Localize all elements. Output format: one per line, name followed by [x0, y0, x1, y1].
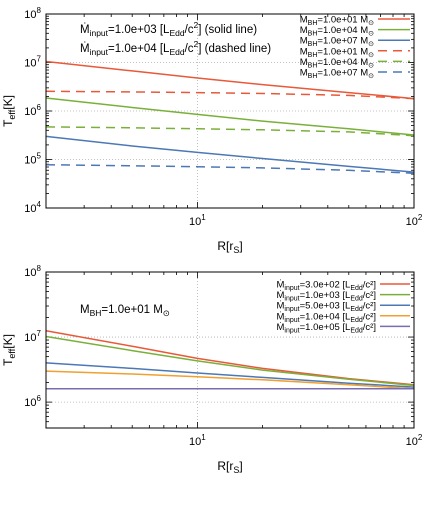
- legend-label: MBH=1.0e+07 M⊙: [300, 36, 374, 49]
- x-tick-label: 102: [406, 213, 423, 228]
- series-line-2: [45, 335, 415, 387]
- series-line-5: [45, 126, 415, 137]
- annotation-text: MBH=1.0e+01 M⊙: [80, 304, 170, 318]
- chart-panel-2: 106 107 108 101 102 R[rS] Teff[K] Ṁinput=3.0e+0…: [1, 264, 423, 475]
- y-tick-label: 104: [24, 200, 41, 215]
- x-axis-label: R[rS]: [217, 239, 242, 255]
- annotation-text: Ṁinput=1.0e+04 [LEdd/c2] (dashed line): [80, 39, 271, 57]
- x-tick-label: 101: [189, 433, 206, 448]
- y-tick-label: 108: [24, 264, 41, 279]
- chart-panel-1: 104 105 106 107 108 101 102 R[rS] Teff[K] MBH=1.0…: [1, 6, 423, 255]
- plot-frame: [45, 271, 415, 429]
- y-axis-label: Teff[K]: [1, 95, 17, 127]
- plot-frame: [45, 13, 415, 209]
- legend-label: Ṁinput=1.0e+04 [LEdd/c²]: [277, 311, 377, 324]
- y-axis-label: Teff[K]: [1, 334, 17, 366]
- y-tick-label: 107: [24, 329, 41, 344]
- y-tick-label: 106: [24, 394, 41, 409]
- annotation-text: Ṁinput=1.0e+03 [LEdd/c2] (solid line): [80, 20, 257, 38]
- x-axis-label: R[rS]: [217, 459, 242, 475]
- y-tick-label: 105: [24, 152, 41, 167]
- series-line-3: [45, 135, 415, 173]
- y-tick-label: 108: [24, 6, 41, 21]
- legend-label: Ṁinput=3.0e+02 [LEdd/c²]: [277, 280, 377, 293]
- series-line-3: [45, 362, 415, 388]
- x-tick-label: 102: [406, 433, 423, 448]
- legend-label: Ṁinput=1.0e+05 [LEdd/c²]: [277, 322, 377, 335]
- legend-label: MBH=1.0e+07 M⊙: [300, 68, 374, 81]
- y-tick-label: 106: [24, 103, 41, 118]
- legend-label: Ṁinput=5.0e+03 [LEdd/c²]: [277, 301, 377, 314]
- series-line-4: [45, 370, 415, 390]
- series-line-1: [45, 330, 415, 386]
- series-line-4: [45, 90, 415, 100]
- legend-label: MBH=1.0e+01 M⊙: [300, 46, 374, 59]
- y-tick-label: 107: [24, 55, 41, 70]
- legend-label: MBH=1.0e+04 M⊙: [300, 57, 374, 70]
- x-tick-label: 101: [189, 213, 206, 228]
- legend-label: MBH=1.0e+04 M⊙: [300, 25, 374, 38]
- legend-label: Ṁinput=1.0e+03 [LEdd/c²]: [277, 290, 377, 303]
- legend-label: MBH=1.0e+01 M⊙: [300, 15, 374, 28]
- series-line-1: [45, 60, 415, 100]
- series-line-2: [45, 97, 415, 136]
- series-line-6: [45, 163, 415, 175]
